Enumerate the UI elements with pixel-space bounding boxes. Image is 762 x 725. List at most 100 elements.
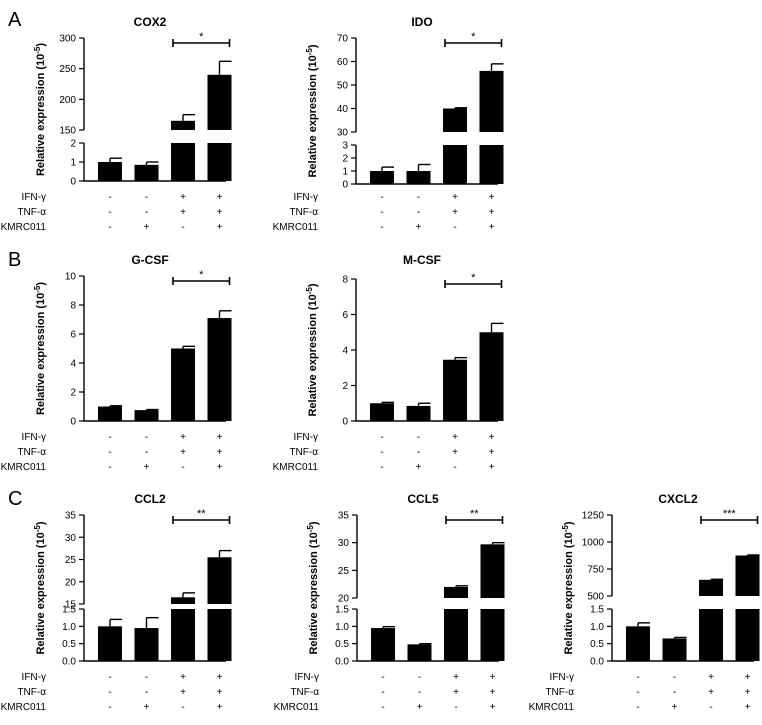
condition-mark: + [180,432,186,443]
chart-ccl5: CCL5 0.0 0.5 1.0 1.520 25 30 35 ** Relative expre… [274,492,505,713]
condition-mark: - [380,447,383,458]
y-axis-label: Relative expression (10-5) [33,43,47,176]
condition-mark: + [217,207,223,218]
condition-mark: + [417,702,423,713]
condition-mark: + [144,462,150,473]
condition-mark: - [418,672,421,683]
condition-mark: - [145,447,148,458]
y-tick-label: 25 [338,566,350,577]
condition-mark: - [108,432,111,443]
significance-label: * [471,272,476,284]
y-tick-label: 150 [59,126,76,137]
condition-label: IFN-γ [294,192,318,203]
y-axis-label: Relative expression (10-5) [305,283,319,416]
condition-mark: - [181,702,184,713]
condition-mark: - [108,192,111,203]
significance-label: ** [470,508,479,520]
condition-mark: + [217,702,223,713]
condition-mark: - [417,192,420,203]
y-axis-label-exponent: -5 [561,525,570,533]
condition-label: TNF-α [17,687,46,698]
condition-mark: + [490,702,496,713]
condition-label: KMRC011 [273,462,319,473]
bar [443,108,467,132]
y-tick-label: 70 [337,34,349,45]
bar [207,609,232,661]
y-axis-label-text: Relative expression (10 [35,293,47,415]
panel-letter-b: B [8,249,21,271]
y-axis-label-text: Relative expression (10 [307,55,319,177]
bar [370,403,394,421]
condition-mark: - [418,687,421,698]
panel-letter-a: A [8,9,22,31]
y-axis-label-close: ) [308,521,320,525]
y-axis-label-close: ) [307,283,319,287]
condition-mark: + [672,702,678,713]
y-axis-label-close: ) [35,43,47,47]
condition-mark: + [453,687,459,698]
bar [699,609,723,661]
y-axis-label-exponent: -5 [33,525,42,533]
bar [134,410,159,421]
condition-label: IFN-γ [550,672,574,683]
condition-mark: - [417,447,420,458]
y-tick-label: 0.5 [335,639,349,650]
bar [480,544,505,598]
condition-mark: + [745,702,751,713]
condition-mark: - [709,702,712,713]
y-tick-label: 35 [65,511,77,522]
y-tick-label: 0 [342,417,348,428]
bar [699,579,723,596]
condition-mark: + [452,207,458,218]
y-axis-label-close: ) [563,521,575,525]
condition-mark: + [452,432,458,443]
significance-label: * [471,31,476,43]
condition-mark: + [217,687,223,698]
bar [98,162,122,181]
chart-title: CCL5 [407,492,439,506]
condition-mark: - [145,432,148,443]
condition-mark: + [708,687,714,698]
bar [98,626,122,661]
significance-label: * [199,269,204,281]
y-axis-label-exponent: -5 [306,525,315,533]
y-tick-label: 0.5 [590,639,604,650]
y-tick-label: 1000 [582,538,605,549]
bar [444,586,468,598]
condition-mark: - [453,222,456,233]
condition-mark: + [708,672,714,683]
y-tick-label: 1250 [582,511,605,522]
bar [626,626,650,661]
chart-title: G-CSF [131,253,168,267]
condition-mark: - [108,207,111,218]
y-tick-label: 0.5 [62,639,76,650]
chart-title: CCL2 [134,492,166,506]
bar [444,609,468,661]
bar [479,70,504,132]
condition-mark: + [180,687,186,698]
condition-mark: + [217,672,223,683]
y-axis-label-text: Relative expression (10 [563,532,575,654]
bar [662,638,687,661]
condition-mark: - [636,672,639,683]
condition-mark: - [381,687,384,698]
y-axis-label-exponent: -5 [305,287,314,295]
condition-mark: - [145,672,148,683]
chart-title: M-CSF [403,253,441,267]
y-tick-label: 200 [59,95,76,106]
bar [207,557,232,604]
y-axis-label-text: Relative expression (10 [35,532,47,654]
condition-mark: + [452,192,458,203]
condition-mark: + [180,207,186,218]
bar [98,406,122,421]
bar [371,628,395,661]
condition-label: KMRC011 [274,702,320,713]
y-tick-label: 0.0 [590,657,604,668]
condition-label: KMRC011 [273,222,319,233]
y-tick-label: 0 [70,417,76,428]
bar [171,348,195,421]
condition-label: TNF-α [289,447,318,458]
y-tick-label: 2 [70,139,76,150]
chart-cox2: COX2 0 1 2 150 200 250 300 * Relative expression … [1,15,232,233]
